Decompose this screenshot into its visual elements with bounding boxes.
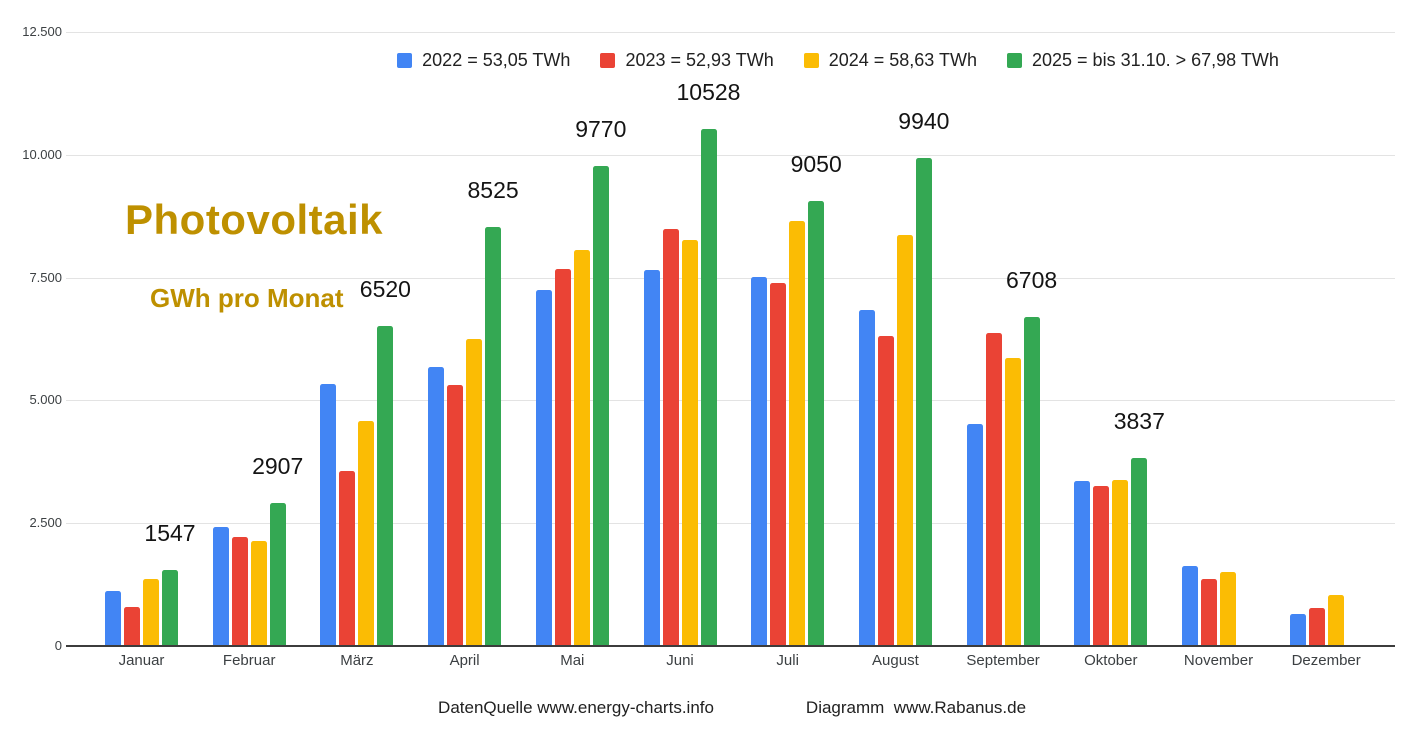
x-axis-label-dezember: Dezember: [1291, 652, 1361, 669]
chart-unit-label: GWh pro Monat: [150, 283, 344, 313]
bar-2024-mai: [573, 249, 590, 646]
x-axis-label-september: September: [966, 652, 1040, 669]
bar-2022-januar: [105, 590, 121, 646]
bar-2022-september: [966, 423, 983, 646]
bar-2025-oktober: [1131, 457, 1148, 646]
x-axis-label-m-rz: März: [340, 652, 374, 669]
gridline-7500: [66, 278, 1395, 279]
legend-swatch-2022: [397, 53, 413, 68]
bar-2022-august: [858, 310, 875, 646]
x-axis-label-august: August: [872, 652, 919, 669]
x-axis-label-april: April: [449, 652, 480, 669]
legend-item-2025: 2025 = bis 31.10. > 67,98 TWh: [1007, 50, 1279, 71]
x-axis-label-juni: Juni: [666, 652, 694, 669]
x-axis-label-oktober: Oktober: [1084, 652, 1138, 669]
bar-2025-juli: [808, 201, 825, 646]
bar-2025-april: [485, 227, 502, 646]
value-label-februar: 2907: [252, 453, 304, 480]
bar-2022-juni: [643, 270, 660, 646]
legend-label-2022: 2022 = 53,05 TWh: [422, 50, 571, 70]
bar-2025-mai: [592, 166, 609, 646]
bar-2024-april: [466, 339, 483, 646]
diagram-credit: Diagramm www.Rabanus.de: [805, 698, 1027, 717]
legend-label-2025: 2025 = bis 31.10. > 67,98 TWh: [1032, 50, 1279, 70]
legend-swatch-2025: [1007, 53, 1022, 68]
gridline-12500: [66, 32, 1395, 33]
y-axis-label-12500: 12.500: [22, 24, 62, 39]
x-axis-label-november: November: [1183, 652, 1254, 669]
bar-2023-april: [447, 384, 464, 646]
bar-2023-oktober: [1093, 486, 1110, 646]
value-label-juni: 10528: [676, 78, 741, 105]
legend-label-2023: 2023 = 52,93 TWh: [625, 50, 774, 70]
bar-2025-juni: [700, 128, 717, 646]
bar-2023-august: [877, 336, 894, 646]
bar-2024-oktober: [1112, 480, 1129, 646]
value-label-september: 6708: [1006, 266, 1058, 293]
bar-2023-mai: [554, 268, 571, 646]
legend-item-2024: 2024 = 58,63 TWh: [803, 50, 977, 71]
bar-2025-februar: [269, 503, 286, 646]
legend-item-2022: 2022 = 53,05 TWh: [397, 50, 570, 71]
value-label-m-rz: 6520: [359, 275, 411, 302]
gridline-5000: [66, 400, 1395, 401]
bar-2025-august: [915, 157, 932, 646]
bar-2025-januar: [162, 570, 178, 646]
bar-2022-m-rz: [320, 384, 337, 646]
bar-2023-november: [1201, 578, 1217, 646]
data-source-credit: DatenQuelle www.energy-charts.info: [438, 698, 714, 717]
bar-2025-september: [1023, 316, 1040, 646]
value-label-mai: 9770: [575, 116, 627, 143]
bar-2024-m-rz: [358, 421, 375, 646]
bar-2024-dezember: [1327, 594, 1344, 646]
value-label-oktober: 3837: [1113, 407, 1165, 434]
bar-2022-april: [428, 366, 445, 646]
value-label-april: 8525: [467, 177, 519, 204]
bar-2022-dezember: [1289, 614, 1306, 646]
bar-2023-juli: [770, 282, 787, 646]
legend-swatch-2023: [600, 53, 616, 68]
x-axis-label-februar: Februar: [222, 652, 276, 669]
value-label-august: 9940: [898, 107, 950, 134]
bar-2022-november: [1182, 565, 1198, 646]
y-axis-label-0: 0: [54, 638, 62, 653]
bar-2025-m-rz: [377, 325, 394, 646]
bar-2023-dezember: [1308, 607, 1325, 646]
bar-2022-februar: [212, 526, 229, 646]
y-axis-label-2500: 2.500: [29, 515, 62, 530]
bar-2023-juni: [662, 229, 679, 646]
legend-swatch-2024: [803, 53, 819, 68]
bar-2022-mai: [535, 289, 552, 646]
bar-2023-september: [985, 332, 1002, 646]
bar-2024-januar: [143, 578, 159, 646]
chart-legend: 2022 = 53,05 TWh 2023 = 52,93 TWh 2024 = 5…: [0, 50, 1406, 71]
y-axis-label-10000: 10.000: [22, 147, 62, 162]
x-axis-label-januar: Januar: [118, 652, 165, 669]
bar-2024-august: [896, 235, 913, 646]
x-axis-label-mai: Mai: [560, 652, 585, 669]
x-axis-label-juli: Juli: [776, 652, 799, 669]
y-axis-label-5000: 5.000: [29, 392, 62, 407]
legend-item-2023: 2023 = 52,93 TWh: [600, 50, 774, 71]
bar-2023-februar: [231, 536, 248, 646]
bar-2024-september: [1004, 357, 1021, 646]
bar-2023-m-rz: [339, 470, 356, 646]
x-axis-line: [66, 645, 1395, 647]
gridline-2500: [66, 523, 1395, 524]
legend-label-2024: 2024 = 58,63 TWh: [828, 50, 977, 70]
value-label-juli: 9050: [790, 151, 842, 178]
bar-2022-oktober: [1074, 480, 1091, 646]
chart-title: Photovoltaik: [125, 196, 384, 243]
bar-2022-juli: [751, 276, 768, 646]
bar-2023-januar: [124, 606, 140, 646]
bar-2024-juni: [681, 240, 698, 646]
bar-2024-februar: [250, 540, 267, 646]
value-label-januar: 1547: [144, 520, 196, 546]
bar-2024-november: [1220, 571, 1236, 646]
bar-2024-juli: [789, 221, 806, 646]
y-axis-label-7500: 7.500: [29, 270, 62, 285]
gridline-10000: [66, 155, 1395, 156]
